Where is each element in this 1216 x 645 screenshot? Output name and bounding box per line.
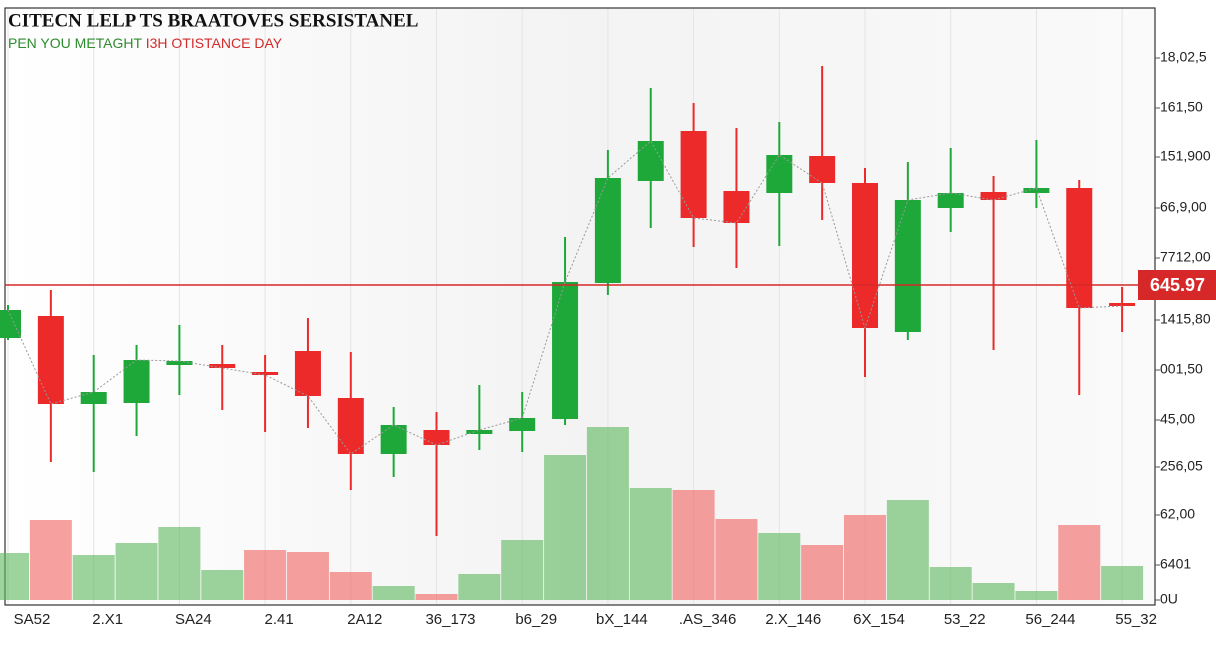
volume-bar [629,488,672,600]
x-tick-label: 2A12 [347,611,382,628]
x-tick-label: 36_173 [425,611,475,628]
y-tick-label: 6401 [1160,556,1191,572]
x-tick-label: SA52 [14,611,51,628]
volume-bar [415,594,458,600]
x-tick-label: 2.X_146 [765,611,821,628]
x-tick-label: SA24 [175,611,212,628]
candle-body [252,372,279,375]
candle-body [980,192,1007,200]
y-tick-label: 18,02,5 [1160,49,1207,65]
volume-bar [672,490,715,600]
volume-bar [758,533,801,600]
plot-layer [0,9,1144,604]
volume-bar [29,520,72,600]
y-tick-label: 1415,80 [1160,311,1211,327]
volume-bar [201,570,244,600]
candle-body [209,364,236,368]
y-tick-label: 62,00 [1160,506,1195,522]
price-label-box [1138,270,1216,300]
candle-body [37,316,64,404]
candle-body [337,398,364,454]
volume-bar [244,550,287,600]
candle-body [1109,303,1136,306]
x-tick-label: 56_244 [1025,611,1075,628]
volume-bar [0,553,29,600]
candle-body [937,193,964,208]
volume-bar [844,515,886,600]
candle-body [380,425,407,454]
volume-bar [158,527,201,600]
volume-bar [715,519,758,600]
volume-bar [458,574,501,600]
volume-bar [972,583,1015,600]
volume-bar [801,545,844,600]
volume-bar [72,555,115,600]
y-tick-label: 161,50 [1160,99,1203,115]
volume-bar [329,572,372,600]
chart-subtitle: PEN YOU METAGHT I3H OTISTANCE DAY [8,35,283,51]
y-tick-label: 151,900 [1160,148,1211,164]
volume-bar [1101,566,1144,600]
subtitle-part: PEN YOU METAGHT [8,35,143,51]
close-connector [7,140,1123,455]
y-tick-label: 45,00 [1160,411,1195,427]
y-tick-label: 256,05 [1160,458,1203,474]
volume-bar [115,543,158,600]
candle-body [1066,188,1093,308]
x-tick-label: 55_32 [1115,611,1157,628]
candle-body [852,183,878,328]
volume-bar [1058,525,1101,600]
x-tick-label: 53_22 [944,611,986,628]
x-tick-label: b6_29 [515,611,557,628]
volume-bar [372,586,415,600]
candle-body [423,430,450,445]
chart-title: CITECN LELP TS BRAATOVES SERSISTANEL [8,10,418,31]
candle-body [637,141,664,181]
volume-bar [544,455,587,600]
candle-body [894,200,921,332]
candle-body [809,156,836,183]
candle-body [166,361,193,365]
subtitle-part: I3H OTISTANCE DAY [146,35,283,51]
y-tick-label: 7712,00 [1160,249,1211,265]
candle-body [294,351,321,396]
x-tick-label: 6X_154 [853,611,905,628]
candle-body [0,310,21,338]
candle-body [509,418,536,431]
volume-bar [286,552,329,600]
y-tick-label: 001,50 [1160,361,1203,377]
candle-body [1023,188,1050,193]
price-label: 645.97 [1150,275,1205,295]
candle-body [466,430,493,434]
candle-body [594,178,621,283]
volume-bar [501,540,544,600]
candle-body [552,282,579,419]
x-tick-label: .AS_346 [679,611,737,628]
y-tick-label: 66,9,00 [1160,199,1207,215]
x-tick-label: 2.41 [264,611,293,628]
y-tick-label: 0U [1160,591,1178,607]
volume-bar [886,500,929,600]
candle-body [723,191,750,223]
candle-body [680,131,707,218]
volume-bar [929,567,972,600]
volume-bar [1015,591,1058,600]
x-tick-label: bX_144 [596,611,648,628]
candle-body [766,155,793,193]
candle-body [80,392,107,404]
x-tick-label: 2.X1 [92,611,123,628]
candle-body [123,360,150,403]
volume-bar [586,427,629,600]
